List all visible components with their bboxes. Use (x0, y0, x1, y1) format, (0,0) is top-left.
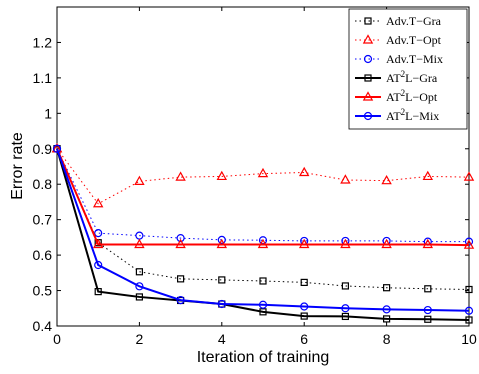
data-point (134, 238, 145, 249)
legend: Adv.T−Gra Adv.T−Opt Adv.T−Mix AT2L−Gra AT2L−… (348, 8, 468, 130)
x-tick-label: 10 (461, 331, 477, 347)
data-point (383, 315, 391, 323)
y-axis-label: Error rate (9, 132, 26, 200)
data-point (341, 282, 349, 290)
series-layer (51, 143, 475, 324)
legend-label: Adv.T−Gra (386, 14, 442, 28)
data-point (92, 238, 104, 249)
data-point (422, 238, 434, 249)
data-point (362, 91, 374, 101)
series-5 (52, 144, 474, 315)
data-point (298, 238, 310, 249)
series-0 (53, 145, 473, 294)
data-point (217, 299, 226, 309)
y-tick-label: 0.5 (33, 283, 53, 299)
y-tick-label: 1 (44, 105, 52, 121)
data-point (176, 296, 185, 305)
data-point (218, 276, 226, 284)
data-point (135, 282, 144, 291)
x-tick-label: 2 (136, 331, 144, 347)
x-tick-label: 4 (218, 331, 226, 347)
series-line (56, 148, 469, 243)
series-line (56, 148, 470, 247)
data-point (257, 238, 269, 249)
data-point (463, 171, 475, 181)
y-tick-label: 0.7 (33, 212, 53, 228)
data-point (362, 34, 374, 44)
data-point (177, 275, 185, 283)
data-point (341, 312, 349, 321)
legend-label: Adv.T−Mix (386, 52, 443, 66)
x-tick-label: 6 (300, 331, 308, 347)
y-tick-label: 0.9 (33, 141, 53, 157)
data-point (298, 166, 310, 177)
legend-entry: AT2L−Gra (355, 69, 438, 85)
data-point (363, 111, 373, 121)
y-tick-label: 0.8 (33, 176, 53, 192)
y-tick-label: 0.6 (33, 247, 53, 263)
data-point (135, 268, 143, 276)
y-tick-label: 1.2 (33, 34, 53, 50)
data-point (364, 74, 372, 82)
data-point (300, 312, 308, 320)
data-point (175, 171, 186, 181)
data-point (258, 300, 268, 309)
series-4 (51, 143, 475, 249)
data-point (300, 302, 309, 311)
data-point (176, 233, 185, 243)
data-point (423, 305, 432, 315)
series-line (56, 148, 470, 290)
series-line (56, 148, 470, 312)
x-tick-label: 8 (383, 331, 391, 347)
data-point (259, 277, 267, 285)
legend-entry: AT2L−Mix (355, 107, 439, 123)
series-line (56, 148, 470, 205)
legend-label: AT2L−Mix (386, 107, 439, 123)
data-point (134, 175, 145, 185)
legend-entry: Adv.T−Opt (355, 33, 442, 47)
x-axis-label: Iteration of training (197, 349, 330, 366)
data-point (175, 238, 186, 249)
data-point (422, 170, 434, 181)
data-point (424, 315, 432, 323)
legend-label: AT2L−Gra (386, 69, 438, 85)
legend-entry: AT2L−Opt (355, 88, 438, 104)
data-point (300, 278, 308, 287)
data-point (463, 239, 475, 249)
data-point (94, 288, 102, 296)
data-point (383, 284, 391, 292)
data-point (216, 238, 228, 249)
data-point (465, 285, 473, 294)
data-point (216, 170, 228, 181)
data-point (382, 305, 391, 314)
data-point (424, 285, 432, 293)
data-point (52, 144, 62, 153)
data-point (381, 238, 392, 249)
x-tick-label: 0 (53, 331, 61, 347)
y-tick-label: 1.1 (33, 70, 53, 86)
data-point (340, 238, 351, 249)
legend-entry: Adv.T−Mix (355, 52, 443, 66)
legend-entry: Adv.T−Gra (355, 14, 442, 28)
y-tick-label: 0.4 (33, 318, 53, 334)
data-point (217, 235, 226, 244)
data-point (92, 197, 104, 208)
data-point (464, 306, 474, 315)
data-point (135, 293, 143, 301)
legend-box (348, 8, 468, 130)
data-point (94, 260, 103, 270)
data-point (363, 54, 373, 64)
data-point (341, 304, 350, 313)
series-line (56, 148, 470, 321)
legend-label: AT2L−Opt (386, 88, 438, 104)
data-point (257, 167, 269, 178)
data-point (340, 174, 351, 184)
data-point (381, 174, 392, 185)
data-point (465, 316, 473, 324)
data-point (364, 17, 372, 25)
axis-ticks: 0 2 4 6 8 10 0.4 0.5 0.6 0.7 0.8 0.9 1 1.1 1.2 (33, 7, 477, 347)
legend-label: Adv.T−Opt (386, 33, 442, 47)
data-point (94, 229, 103, 238)
